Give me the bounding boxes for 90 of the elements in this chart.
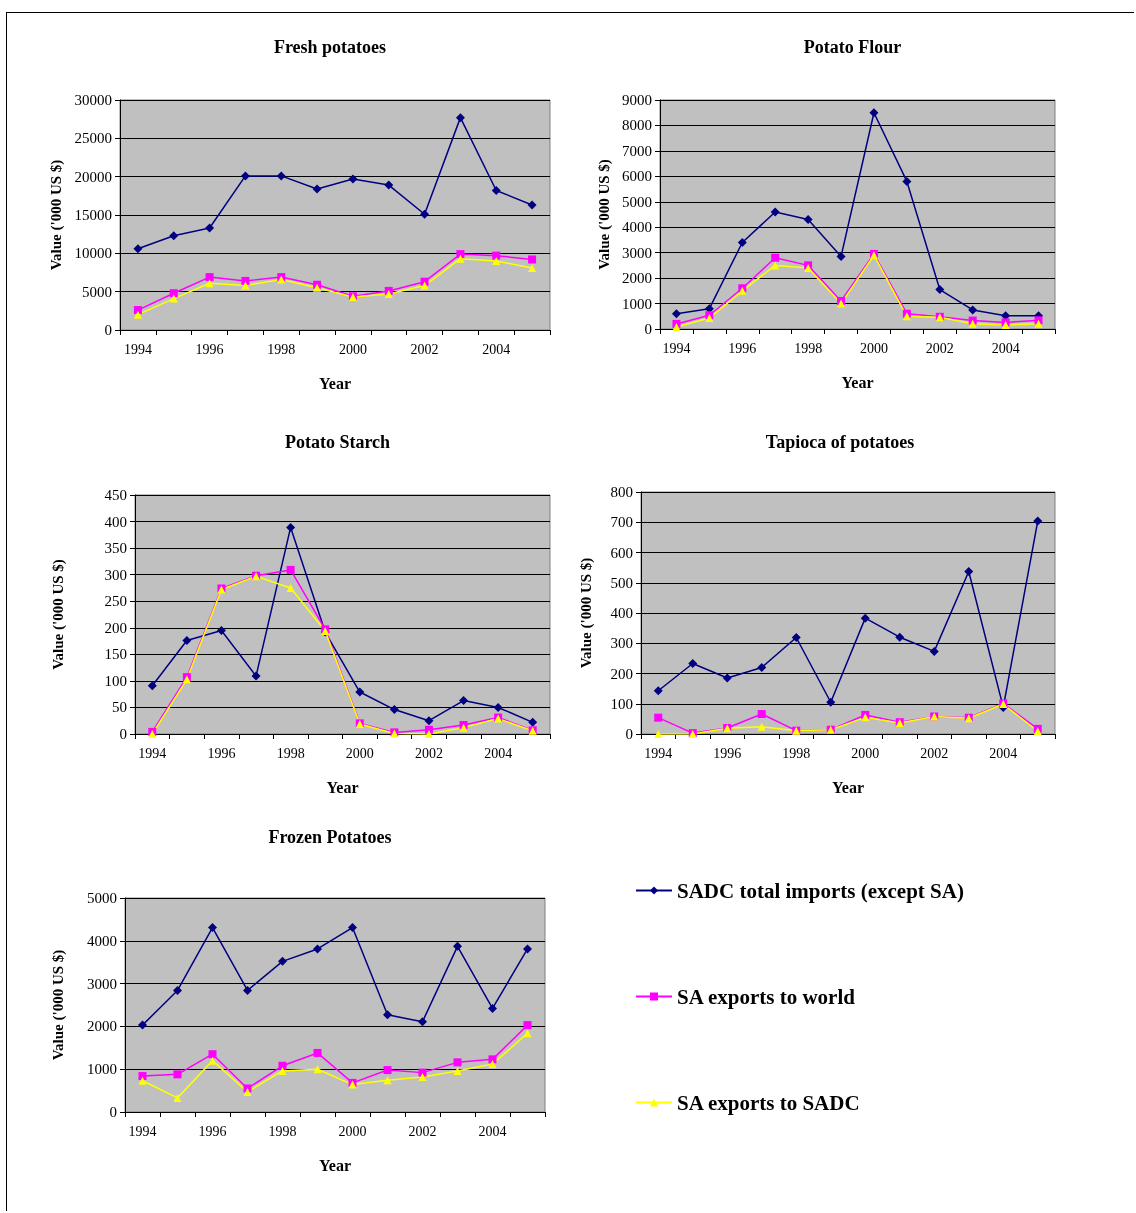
x-tick-label: 1996 bbox=[207, 745, 236, 761]
y-tick-label: 300 bbox=[104, 566, 127, 583]
x-tick-label: 1996 bbox=[198, 1123, 227, 1139]
x-tick-label: 1998 bbox=[268, 1123, 297, 1139]
y-tick-label: 450 bbox=[104, 487, 127, 503]
y-tick-label: 200 bbox=[104, 619, 127, 636]
x-tick-label: 2004 bbox=[484, 745, 513, 761]
y-tick-label: 0 bbox=[104, 322, 112, 338]
x-tick-label: 1994 bbox=[138, 745, 167, 761]
y-tick-label: 5000 bbox=[82, 283, 112, 300]
y-tick-label: 10000 bbox=[74, 245, 112, 262]
y-tick-label: 6000 bbox=[622, 168, 652, 185]
chart-title: Fresh potatoes bbox=[273, 37, 387, 57]
y-tick-label: 100 bbox=[104, 672, 127, 689]
y-tick-label: 50 bbox=[112, 699, 127, 716]
y-tick-label: 1000 bbox=[87, 1061, 117, 1078]
y-tick-label: 4000 bbox=[622, 219, 652, 236]
y-tick-label: 700 bbox=[610, 514, 633, 531]
chart-title: Tapioca of potatoes bbox=[765, 432, 915, 452]
x-tick-label: 1994 bbox=[662, 340, 691, 356]
x-axis-title: Year bbox=[319, 374, 351, 392]
y-tick-label: 2000 bbox=[87, 1018, 117, 1035]
y-tick-label: 400 bbox=[610, 605, 633, 621]
y-tick-label: 9000 bbox=[622, 92, 652, 108]
y-tick-label: 0 bbox=[119, 726, 127, 742]
x-tick-label: 1998 bbox=[267, 341, 296, 357]
legend-label: SA exports to SADC bbox=[677, 1090, 860, 1115]
y-tick-label: 600 bbox=[610, 544, 633, 561]
x-tick-label: 2002 bbox=[920, 745, 949, 761]
x-tick-label: 2000 bbox=[851, 745, 880, 761]
y-tick-label: 800 bbox=[610, 484, 633, 500]
y-axis-title: Value ('000 US $) bbox=[48, 159, 66, 271]
x-tick-label: 1996 bbox=[713, 745, 742, 761]
y-axis-title: Value ('000 US $) bbox=[49, 559, 67, 670]
y-tick-label: 25000 bbox=[74, 130, 112, 147]
x-tick-label: 2004 bbox=[989, 745, 1018, 761]
x-axis-title: Year bbox=[326, 778, 359, 796]
y-tick-label: 250 bbox=[104, 593, 127, 610]
y-tick-label: 0 bbox=[644, 321, 652, 337]
y-tick-label: 300 bbox=[610, 635, 633, 652]
x-tick-label: 1998 bbox=[782, 745, 811, 761]
y-tick-label: 7000 bbox=[622, 142, 652, 159]
x-axis-title: Year bbox=[832, 778, 864, 796]
x-tick-label: 1998 bbox=[276, 745, 305, 761]
y-tick-label: 100 bbox=[610, 695, 633, 712]
y-tick-label: 20000 bbox=[74, 168, 112, 185]
y-tick-label: 0 bbox=[625, 726, 633, 742]
x-tick-label: 1994 bbox=[644, 745, 673, 761]
x-tick-label: 2002 bbox=[925, 340, 954, 356]
x-tick-label: 2000 bbox=[338, 341, 367, 357]
x-tick-label: 2004 bbox=[482, 341, 511, 357]
x-tick-label: 1996 bbox=[195, 341, 224, 357]
chart-title: Potato Starch bbox=[284, 432, 391, 452]
y-tick-label: 1000 bbox=[622, 295, 652, 312]
y-tick-label: 150 bbox=[104, 646, 127, 663]
y-tick-label: 200 bbox=[610, 665, 633, 682]
y-tick-label: 500 bbox=[610, 574, 633, 591]
y-axis-title: Value ('000 US $) bbox=[595, 159, 613, 270]
y-tick-label: 400 bbox=[104, 513, 127, 530]
x-tick-label: 1998 bbox=[794, 340, 823, 356]
x-tick-label: 2000 bbox=[345, 745, 374, 761]
y-tick-label: 5000 bbox=[622, 193, 652, 210]
x-tick-label: 1996 bbox=[728, 340, 757, 356]
y-axis-title: Value ('000 US $) bbox=[49, 949, 67, 1061]
x-tick-label: 1994 bbox=[128, 1123, 157, 1139]
y-tick-label: 15000 bbox=[74, 207, 112, 223]
chart-title: Potato Flour bbox=[803, 37, 902, 57]
x-tick-label: 2002 bbox=[414, 745, 443, 761]
legend-label: SADC total imports (except SA) bbox=[677, 878, 964, 903]
y-tick-label: 4000 bbox=[87, 932, 117, 949]
y-tick-label: 3000 bbox=[622, 244, 652, 261]
x-tick-label: 2002 bbox=[408, 1123, 437, 1139]
y-tick-label: 8000 bbox=[622, 117, 652, 134]
x-axis-title: Year bbox=[841, 373, 874, 391]
y-tick-label: 350 bbox=[104, 540, 127, 557]
x-tick-label: 2002 bbox=[410, 341, 439, 357]
x-tick-label: 2004 bbox=[478, 1123, 507, 1139]
y-axis-title: Value ('000 US $) bbox=[577, 557, 595, 669]
y-tick-label: 2000 bbox=[622, 270, 652, 287]
y-tick-label: 0 bbox=[109, 1104, 117, 1120]
y-tick-label: 3000 bbox=[87, 975, 117, 992]
y-tick-label: 30000 bbox=[74, 92, 112, 108]
chart-title: Frozen Potatoes bbox=[268, 827, 392, 847]
x-tick-label: 2000 bbox=[338, 1123, 367, 1139]
y-tick-label: 5000 bbox=[87, 890, 117, 906]
x-tick-label: 2004 bbox=[991, 340, 1020, 356]
x-axis-title: Year bbox=[319, 1156, 351, 1174]
legend-label: SA exports to world bbox=[677, 984, 856, 1009]
x-tick-label: 1994 bbox=[123, 341, 152, 357]
x-tick-label: 2000 bbox=[859, 340, 888, 356]
